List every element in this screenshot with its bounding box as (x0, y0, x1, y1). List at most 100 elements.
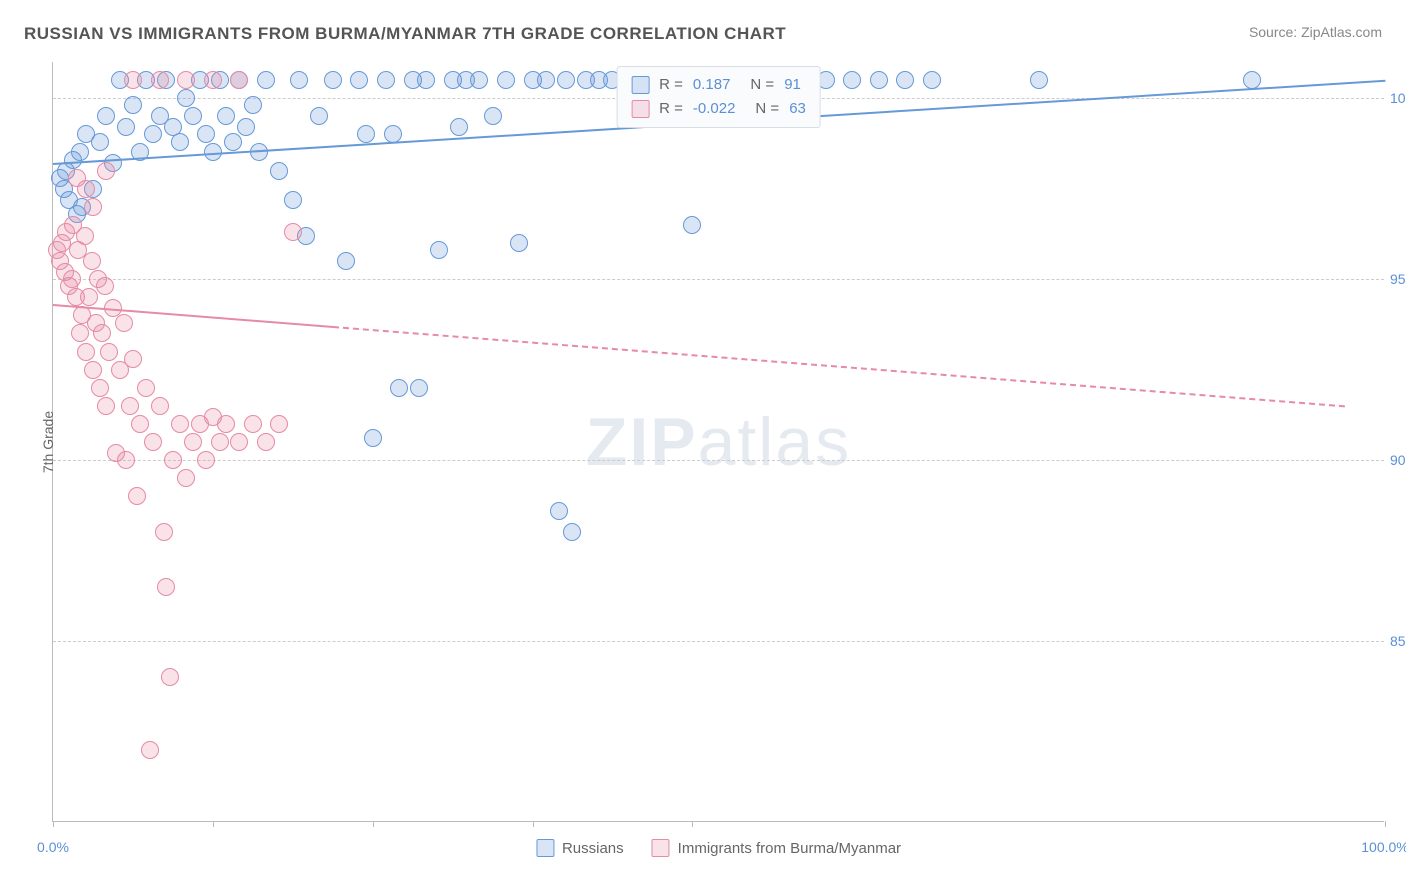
data-point-burma (177, 71, 195, 89)
data-point-russians (177, 89, 195, 107)
data-point-russians (417, 71, 435, 89)
watermark-light: atlas (698, 404, 852, 480)
data-point-russians (537, 71, 555, 89)
data-point-russians (470, 71, 488, 89)
data-point-russians (843, 71, 861, 89)
data-point-russians (184, 107, 202, 125)
data-point-burma (128, 487, 146, 505)
data-point-burma (171, 415, 189, 433)
data-point-burma (157, 578, 175, 596)
x-tick (373, 821, 374, 827)
y-tick-label: 90.0% (1390, 452, 1406, 468)
data-point-burma (144, 433, 162, 451)
stat-row-burma: R = -0.022 N = 63 (631, 97, 806, 121)
data-point-burma (97, 397, 115, 415)
data-point-burma (63, 270, 81, 288)
data-point-russians (270, 162, 288, 180)
data-point-burma (184, 433, 202, 451)
y-axis-label: 7th Grade (40, 410, 56, 472)
data-point-burma (68, 169, 86, 187)
data-point-burma (177, 469, 195, 487)
data-point-russians (337, 252, 355, 270)
n-label: N = (750, 73, 774, 97)
r-label: R = (659, 73, 683, 97)
data-point-russians (324, 71, 342, 89)
source-label: Source: ZipAtlas.com (1249, 24, 1382, 40)
r-value-burma: -0.022 (693, 97, 736, 121)
data-point-russians (91, 133, 109, 151)
data-point-russians (896, 71, 914, 89)
data-point-burma (96, 277, 114, 295)
data-point-burma (230, 71, 248, 89)
chart-plot-area: 7th Grade ZIPatlas 85.0%90.0%95.0%100.0%… (52, 62, 1384, 822)
data-point-russians (390, 379, 408, 397)
x-tick (533, 821, 534, 827)
data-point-russians (510, 234, 528, 252)
data-point-burma (124, 350, 142, 368)
chart-title: RUSSIAN VS IMMIGRANTS FROM BURMA/MYANMAR… (24, 24, 786, 44)
r-value-russians: 0.187 (693, 73, 731, 97)
n-value-burma: 63 (789, 97, 806, 121)
data-point-burma (230, 433, 248, 451)
data-point-russians (377, 71, 395, 89)
data-point-russians (310, 107, 328, 125)
data-point-burma (124, 71, 142, 89)
trendline-burma-extrapolated (333, 326, 1345, 407)
x-tick (692, 821, 693, 827)
data-point-russians (171, 133, 189, 151)
data-point-burma (151, 397, 169, 415)
data-point-russians (550, 502, 568, 520)
watermark-bold: ZIP (586, 404, 698, 480)
data-point-burma (80, 288, 98, 306)
x-tick (213, 821, 214, 827)
data-point-russians (117, 118, 135, 136)
data-point-russians (197, 125, 215, 143)
stats-legend-box: R = 0.187 N = 91 R = -0.022 N = 63 (616, 66, 821, 128)
swatch-burma (631, 100, 649, 118)
r-label: R = (659, 97, 683, 121)
data-point-burma (93, 324, 111, 342)
n-label: N = (755, 97, 779, 121)
data-point-burma (100, 343, 118, 361)
data-point-burma (71, 324, 89, 342)
data-point-russians (923, 71, 941, 89)
data-point-burma (155, 523, 173, 541)
x-tick-label: 0.0% (37, 839, 69, 855)
data-point-russians (224, 133, 242, 151)
data-point-russians (124, 96, 142, 114)
gridline-horizontal (53, 279, 1384, 280)
swatch-russians (536, 839, 554, 857)
data-point-burma (211, 433, 229, 451)
data-point-burma (121, 397, 139, 415)
y-tick-label: 100.0% (1390, 90, 1406, 106)
data-point-russians (244, 96, 262, 114)
data-point-burma (84, 198, 102, 216)
data-point-burma (204, 71, 222, 89)
gridline-horizontal (53, 460, 1384, 461)
data-point-russians (144, 125, 162, 143)
data-point-burma (131, 415, 149, 433)
data-point-russians (350, 71, 368, 89)
data-point-russians (563, 523, 581, 541)
data-point-russians (217, 107, 235, 125)
legend-bottom: Russians Immigrants from Burma/Myanmar (536, 839, 901, 857)
gridline-horizontal (53, 641, 1384, 642)
data-point-russians (430, 241, 448, 259)
data-point-russians (357, 125, 375, 143)
watermark: ZIPatlas (586, 403, 851, 481)
data-point-russians (1243, 71, 1261, 89)
data-point-russians (97, 107, 115, 125)
data-point-russians (410, 379, 428, 397)
x-tick-label: 100.0% (1361, 839, 1406, 855)
n-value-russians: 91 (784, 73, 801, 97)
data-point-burma (76, 227, 94, 245)
data-point-burma (161, 668, 179, 686)
swatch-burma (652, 839, 670, 857)
data-point-burma (151, 71, 169, 89)
data-point-russians (557, 71, 575, 89)
data-point-burma (257, 433, 275, 451)
data-point-burma (83, 252, 101, 270)
y-tick-label: 85.0% (1390, 633, 1406, 649)
data-point-russians (290, 71, 308, 89)
data-point-russians (284, 191, 302, 209)
